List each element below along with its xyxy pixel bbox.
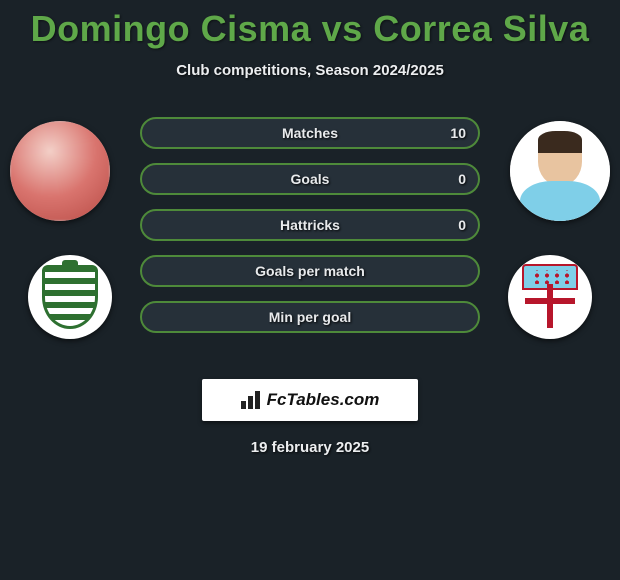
- stat-label: Matches: [282, 125, 338, 141]
- club2-badge: [508, 255, 592, 339]
- stat-row: Matches 10: [140, 117, 480, 149]
- stat-right-value: 0: [458, 171, 466, 187]
- subtitle: Club competitions, Season 2024/2025: [0, 62, 620, 79]
- stat-label: Min per goal: [269, 309, 351, 325]
- celta-crest-icon: [522, 264, 578, 330]
- fctables-watermark: FcTables.com: [202, 379, 418, 421]
- player1-avatar-image: [10, 121, 110, 221]
- bar-chart-icon: [241, 391, 263, 409]
- stat-label: Hattricks: [280, 217, 340, 233]
- stat-rows: Matches 10 Goals 0 Hattricks 0 Goals per…: [140, 117, 480, 347]
- player2-name: Correa Silva: [373, 8, 589, 49]
- player2-avatar-image: [510, 121, 610, 221]
- player2-avatar: [510, 121, 610, 221]
- stat-label: Goals per match: [255, 263, 365, 279]
- stat-row: Goals 0: [140, 163, 480, 195]
- player1-name: Domingo Cisma: [31, 8, 312, 49]
- vs-text: vs: [322, 8, 363, 49]
- stat-row: Hattricks 0: [140, 209, 480, 241]
- stat-row: Min per goal: [140, 301, 480, 333]
- stat-right-value: 0: [458, 217, 466, 233]
- cordoba-crest-icon: [42, 265, 98, 329]
- date-text: 19 february 2025: [0, 439, 620, 456]
- stat-label: Goals: [291, 171, 330, 187]
- player1-avatar: [10, 121, 110, 221]
- stat-right-value: 10: [450, 125, 466, 141]
- club1-badge: [28, 255, 112, 339]
- watermark-text: FcTables.com: [267, 390, 380, 410]
- stat-row: Goals per match: [140, 255, 480, 287]
- stats-area: Matches 10 Goals 0 Hattricks 0 Goals per…: [0, 107, 620, 367]
- comparison-title: Domingo Cisma vs Correa Silva: [0, 0, 620, 50]
